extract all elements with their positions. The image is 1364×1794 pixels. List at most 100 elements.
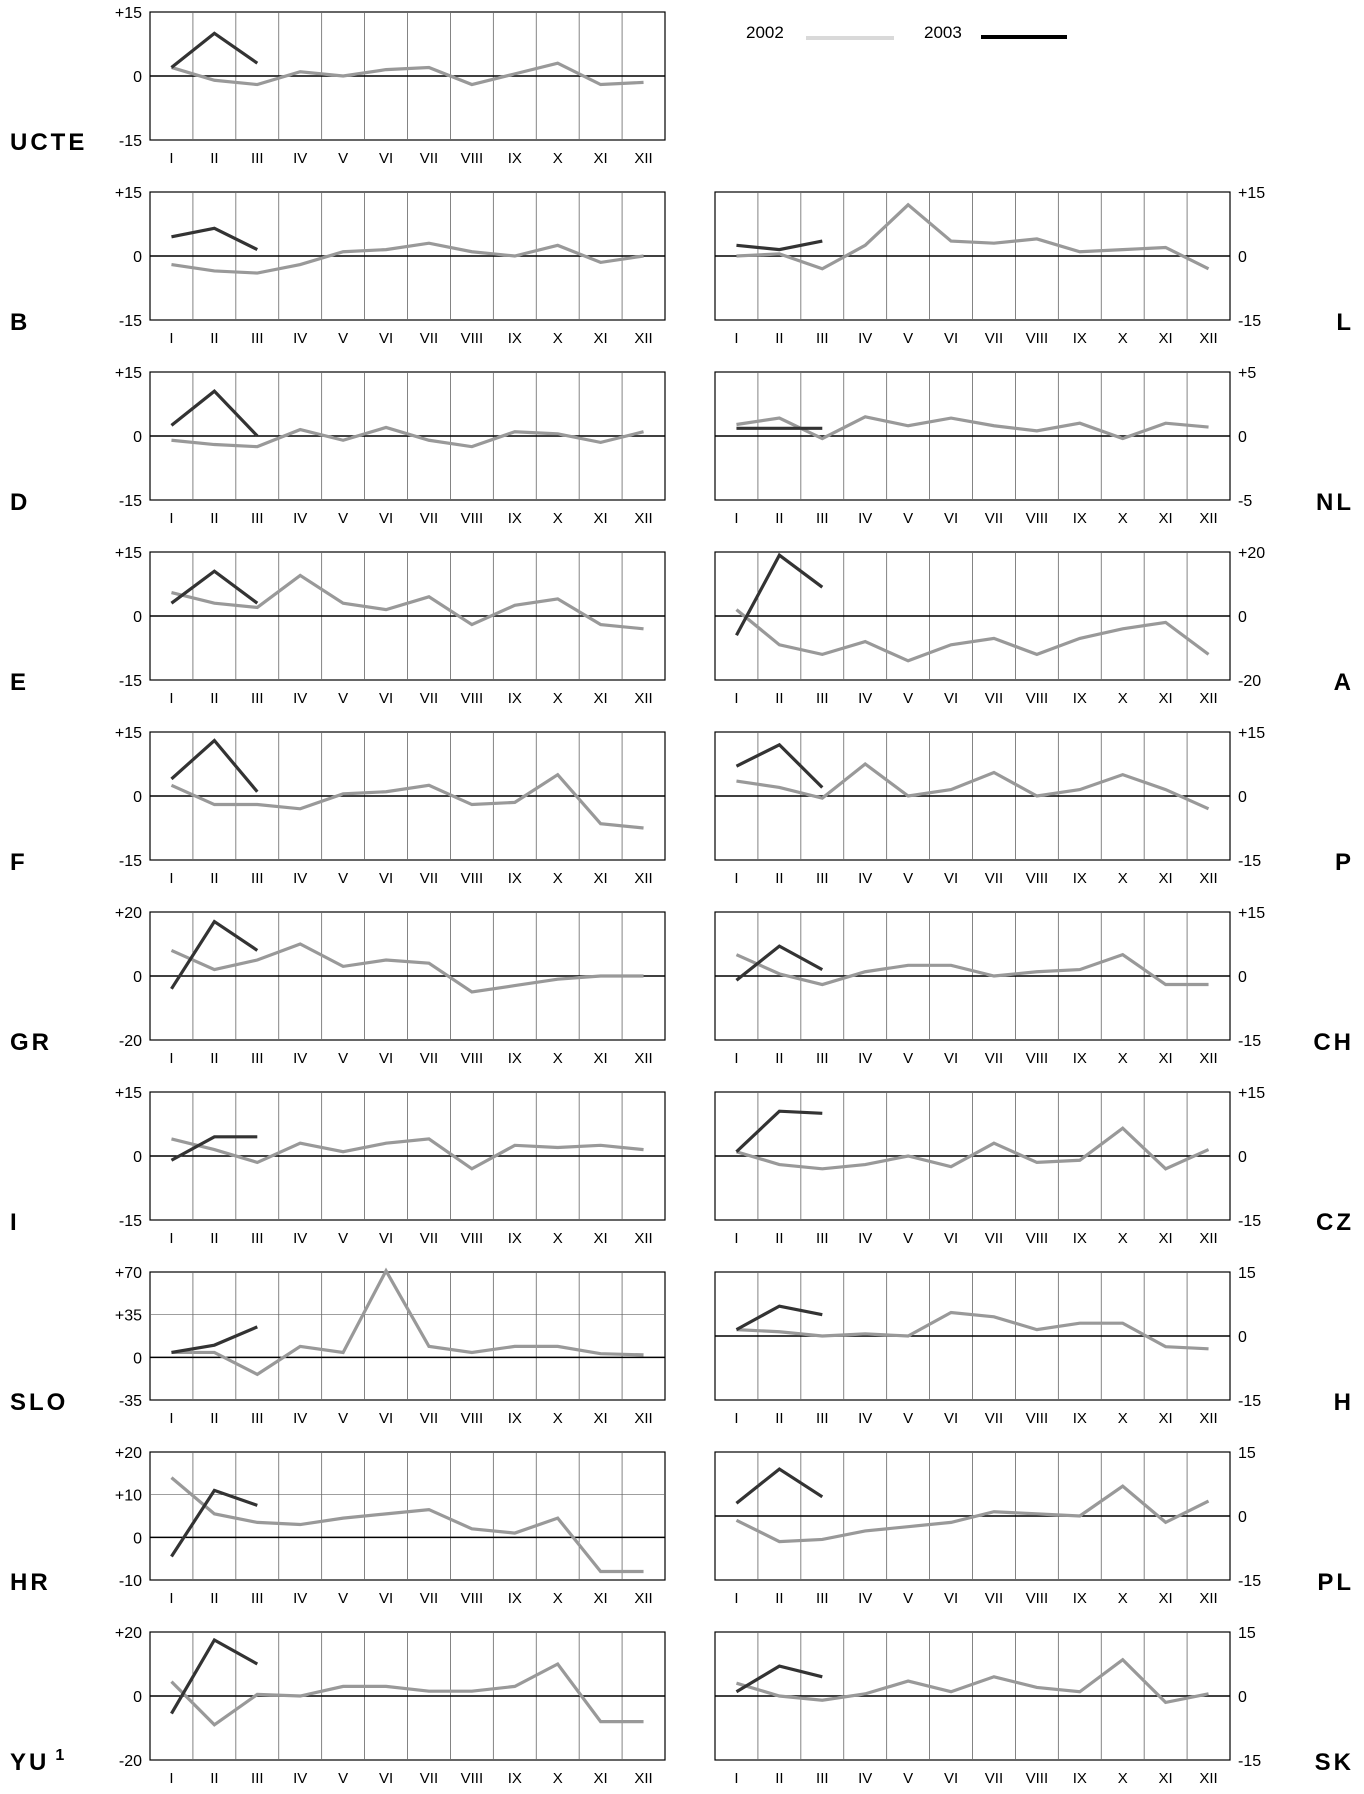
x-tick-label: X: [553, 1230, 563, 1247]
x-tick-label: XI: [1159, 1410, 1173, 1427]
x-tick-label: III: [816, 1050, 829, 1067]
x-tick-label: III: [816, 690, 829, 707]
x-tick-label: V: [338, 1230, 348, 1247]
x-tick-label: I: [734, 510, 738, 527]
x-tick-label: II: [775, 690, 783, 707]
x-tick-label: XII: [634, 330, 652, 347]
x-tick-label: IX: [508, 510, 522, 527]
x-tick-label: XI: [594, 1770, 608, 1787]
x-tick-label: VI: [379, 1770, 393, 1787]
chart-title: NL: [1316, 489, 1354, 516]
chart-title: D: [10, 489, 30, 516]
y-tick-label: 0: [133, 1530, 142, 1547]
series-line-2003: [735, 742, 824, 789]
x-tick-label: VII: [985, 690, 1003, 707]
x-tick-label: III: [251, 1590, 264, 1607]
x-tick-label: IV: [858, 1770, 872, 1787]
chart-title: UCTE: [10, 129, 87, 156]
series-line-2003: [170, 389, 259, 438]
x-tick-label: XII: [1199, 870, 1217, 887]
chart-title: A: [1334, 669, 1354, 696]
x-tick-label: XII: [1199, 1770, 1217, 1787]
x-tick-label: XI: [1159, 1230, 1173, 1247]
x-tick-label: VIII: [1026, 1410, 1049, 1427]
x-tick-label: VI: [379, 1590, 393, 1607]
x-tick-label: IX: [508, 1050, 522, 1067]
x-tick-label: III: [251, 510, 264, 527]
chart-title: SK: [1315, 1749, 1354, 1776]
x-tick-label: VI: [944, 1770, 958, 1787]
x-tick-label: II: [775, 1590, 783, 1607]
series-line-2003: [735, 1304, 823, 1332]
x-tick-label: X: [1118, 870, 1128, 887]
x-tick-label: XI: [594, 690, 608, 707]
chart-title: CH: [1313, 1029, 1354, 1056]
y-tick-label: 0: [1238, 1689, 1247, 1706]
x-tick-label: VI: [944, 330, 958, 347]
x-tick-label: VII: [985, 1410, 1003, 1427]
y-tick-label: -20: [119, 1033, 142, 1050]
x-tick-label: VIII: [1026, 510, 1049, 527]
x-tick-label: IV: [293, 1230, 307, 1247]
x-tick-label: V: [338, 1590, 348, 1607]
x-tick-label: VII: [420, 1590, 438, 1607]
y-tick-label: +15: [115, 5, 142, 22]
y-tick-label: -15: [119, 673, 142, 690]
x-tick-label: I: [734, 1050, 738, 1067]
series-line-2003: [735, 552, 824, 636]
x-tick-label: VIII: [461, 690, 484, 707]
y-tick-label: -15: [1238, 1393, 1261, 1410]
x-tick-label: IX: [1073, 870, 1087, 887]
x-tick-label: VIII: [1026, 870, 1049, 887]
x-tick-label: V: [338, 1770, 348, 1787]
x-tick-label: I: [734, 870, 738, 887]
x-tick-label: II: [775, 510, 783, 527]
x-tick-label: IX: [1073, 510, 1087, 527]
x-tick-label: XI: [594, 1590, 608, 1607]
x-tick-label: VII: [420, 870, 438, 887]
x-tick-label: IX: [508, 330, 522, 347]
series-line-2003: [735, 1664, 823, 1694]
x-tick-label: X: [1118, 1050, 1128, 1067]
x-tick-label: XII: [1199, 1230, 1217, 1247]
x-tick-label: XII: [634, 870, 652, 887]
chart-title: I: [10, 1209, 20, 1236]
x-tick-label: VII: [420, 1230, 438, 1247]
y-tick-label: +70: [115, 1265, 142, 1282]
series-line-2002: [170, 772, 644, 830]
series-line-2003: [171, 226, 259, 252]
x-tick-label: IV: [293, 690, 307, 707]
x-tick-label: I: [169, 870, 173, 887]
x-tick-label: II: [210, 870, 218, 887]
x-tick-label: II: [775, 1230, 783, 1247]
y-tick-label: 0: [1238, 969, 1247, 986]
series-line-2003: [170, 31, 259, 69]
y-tick-label: 0: [1238, 789, 1247, 806]
x-tick-label: II: [210, 1770, 218, 1787]
x-tick-label: XII: [1199, 510, 1217, 527]
x-tick-label: IV: [293, 1590, 307, 1607]
x-tick-label: IV: [293, 150, 307, 167]
x-tick-label: III: [251, 1770, 264, 1787]
x-tick-label: VII: [420, 510, 438, 527]
legend-swatch-2003: [981, 35, 1067, 39]
x-tick-label: II: [775, 330, 783, 347]
y-tick-label: +15: [115, 365, 142, 382]
x-tick-label: IV: [293, 1770, 307, 1787]
x-tick-label: VII: [420, 1410, 438, 1427]
y-tick-label: 0: [1238, 429, 1247, 446]
x-tick-label: VIII: [1026, 1230, 1049, 1247]
y-tick-label: -15: [119, 133, 142, 150]
chart-title: F: [10, 849, 28, 876]
x-tick-label: XII: [634, 690, 652, 707]
y-tick-label: 0: [133, 429, 142, 446]
x-tick-label: XI: [1159, 330, 1173, 347]
x-tick-label: X: [1118, 1410, 1128, 1427]
x-tick-label: IX: [508, 1590, 522, 1607]
x-tick-label: X: [553, 1410, 563, 1427]
legend-swatch-2002: [806, 36, 894, 40]
